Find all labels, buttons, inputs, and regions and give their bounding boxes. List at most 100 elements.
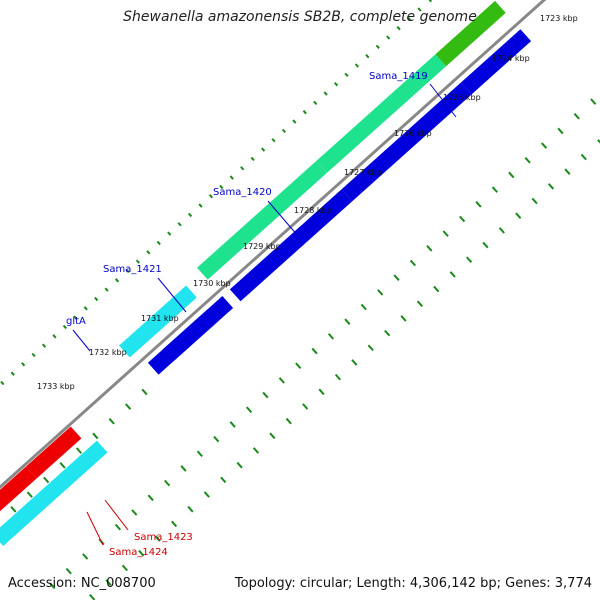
tick-mark bbox=[167, 231, 172, 236]
gene-label: Sama_1419 bbox=[369, 71, 428, 82]
tick-mark bbox=[65, 567, 72, 575]
tick-mark bbox=[313, 100, 318, 106]
tick-label: 1726 kbp bbox=[394, 129, 432, 138]
gene-bar-sama-1424 bbox=[0, 440, 108, 546]
tick-mark bbox=[508, 171, 515, 179]
tick-mark bbox=[564, 168, 571, 175]
tick-mark bbox=[135, 259, 140, 264]
tick-mark bbox=[318, 388, 325, 396]
tick-mark bbox=[524, 157, 531, 164]
tick-mark bbox=[43, 476, 50, 484]
tick-mark bbox=[208, 194, 213, 199]
gene-bar-reverse-1 bbox=[229, 189, 353, 302]
tick-mark bbox=[131, 509, 138, 516]
tick-mark bbox=[41, 343, 47, 348]
tick-mark bbox=[449, 271, 456, 278]
tick-mark bbox=[31, 352, 36, 358]
gene-bar-glta bbox=[119, 285, 197, 358]
tick-mark bbox=[409, 259, 417, 267]
gene-label-leader bbox=[104, 499, 129, 531]
tick-mark bbox=[177, 222, 182, 227]
tick-mark bbox=[82, 553, 89, 560]
tick-mark bbox=[114, 278, 120, 283]
tick-mark bbox=[125, 403, 132, 410]
tick-mark bbox=[465, 256, 473, 264]
gene-bar-sama-1423b bbox=[26, 426, 82, 479]
tick-mark bbox=[311, 347, 318, 355]
tick-mark bbox=[220, 476, 227, 484]
genome-backbone bbox=[0, 0, 547, 490]
gene-label-leader bbox=[429, 83, 457, 118]
tick-mark bbox=[475, 201, 482, 208]
tick-mark bbox=[203, 491, 210, 498]
tick-mark bbox=[236, 461, 243, 469]
tick-mark bbox=[156, 240, 161, 246]
tick-mark bbox=[393, 274, 400, 281]
tick-mark bbox=[21, 362, 26, 367]
tick-mark bbox=[590, 98, 597, 105]
tick-mark bbox=[498, 227, 505, 234]
tick-mark bbox=[154, 535, 161, 542]
tick-mark bbox=[365, 54, 370, 59]
tick-label: 1730 kbp bbox=[193, 279, 231, 288]
tick-mark bbox=[407, 16, 412, 21]
genome-title: Shewanella amazonensis SB2B, complete ge… bbox=[123, 9, 477, 25]
tick-label: 1724 kbp bbox=[492, 54, 530, 63]
tick-mark bbox=[138, 549, 145, 557]
tick-mark bbox=[285, 417, 292, 425]
accession-text: Accession: NC_008700 bbox=[8, 576, 156, 591]
tick-mark bbox=[262, 391, 269, 399]
tick-mark bbox=[164, 479, 171, 487]
tick-mark bbox=[323, 91, 328, 96]
tick-mark bbox=[94, 296, 99, 302]
tick-mark bbox=[250, 156, 255, 162]
tick-mark bbox=[245, 406, 253, 414]
gene-bar-reverse-5 bbox=[460, 29, 532, 95]
tick-mark bbox=[292, 119, 297, 124]
tick-mark bbox=[416, 300, 423, 308]
tick-mark bbox=[141, 388, 148, 396]
tick-mark bbox=[92, 432, 99, 440]
tick-mark bbox=[219, 184, 224, 190]
tick-mark bbox=[327, 333, 335, 340]
tick-mark bbox=[83, 306, 88, 311]
tick-label: 1723 kbp bbox=[540, 14, 578, 23]
tick-mark bbox=[10, 371, 15, 376]
tick-mark bbox=[396, 26, 401, 31]
tick-mark bbox=[59, 462, 66, 469]
tick-mark bbox=[271, 138, 276, 143]
labels: 1723 kbp 1724 kbp 1725 kbp 1726 kbp 1727 kbp… bbox=[37, 14, 578, 558]
tick-mark bbox=[295, 362, 302, 369]
tick-mark bbox=[580, 153, 587, 161]
tick-mark bbox=[105, 579, 112, 586]
tick-mark bbox=[482, 241, 489, 249]
tick-mark bbox=[49, 582, 56, 590]
tick-mark bbox=[180, 465, 187, 472]
tick-mark bbox=[540, 142, 548, 149]
tick-mark bbox=[252, 447, 260, 454]
tick-mark bbox=[114, 523, 122, 531]
tick-mark bbox=[417, 7, 422, 12]
tick-mark bbox=[531, 197, 538, 205]
tick-mark bbox=[170, 520, 178, 528]
tick-mark bbox=[26, 491, 33, 498]
tick-mark bbox=[333, 82, 339, 87]
tick-mark bbox=[384, 329, 391, 337]
gene-features bbox=[0, 0, 532, 546]
tick-mark bbox=[344, 72, 349, 78]
tick-mark bbox=[426, 245, 433, 252]
tick-mark bbox=[386, 35, 391, 40]
tick-mark bbox=[229, 175, 234, 180]
gene-label-leader bbox=[86, 511, 104, 546]
tick-mark bbox=[442, 230, 449, 237]
tick-mark bbox=[302, 403, 309, 410]
tick-mark bbox=[198, 203, 203, 208]
tick-mark bbox=[213, 435, 220, 443]
tick-mark bbox=[73, 315, 78, 320]
tick-mark bbox=[147, 494, 154, 502]
tick-mark bbox=[52, 334, 57, 339]
tick-mark bbox=[125, 268, 130, 274]
tick-label: 1731 kbp bbox=[141, 314, 179, 323]
